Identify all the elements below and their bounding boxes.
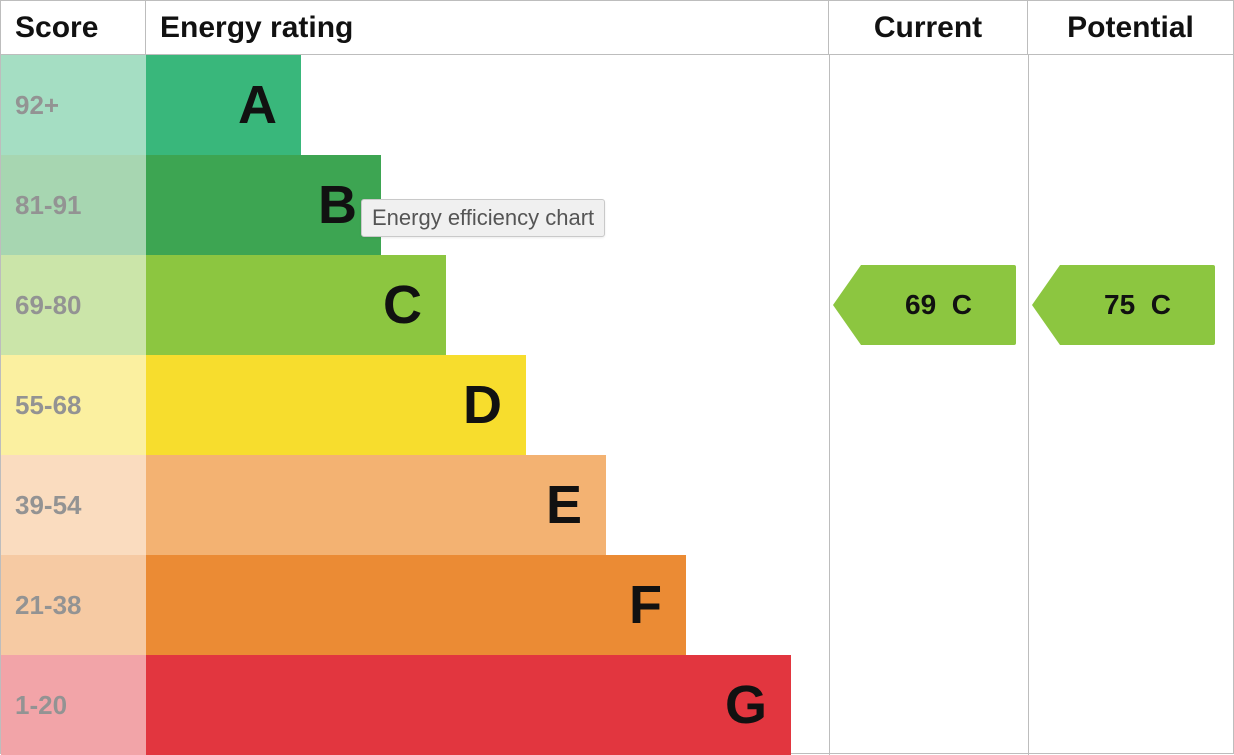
rating-bar-g: G: [146, 655, 791, 755]
rating-bar-b: B: [146, 155, 381, 255]
rating-bar-d: D: [146, 355, 526, 455]
header-rating: Energy rating: [146, 1, 829, 54]
score-label: 1-20: [1, 655, 146, 755]
potential-rating-arrow: 75 C: [1060, 265, 1215, 345]
band-row-e: 39-54E: [1, 455, 1234, 555]
chart-body: 92+A81-91B69-80C55-68D39-54E21-38F1-20G …: [1, 55, 1234, 755]
rating-bar-e: E: [146, 455, 606, 555]
rating-bar-f: F: [146, 555, 686, 655]
rating-bar-c: C: [146, 255, 446, 355]
energy-efficiency-chart: Score Energy rating Current Potential 92…: [0, 0, 1234, 754]
band-row-g: 1-20G: [1, 655, 1234, 755]
band-row-f: 21-38F: [1, 555, 1234, 655]
score-label: 39-54: [1, 455, 146, 555]
chart-header: Score Energy rating Current Potential: [1, 1, 1233, 55]
band-row-d: 55-68D: [1, 355, 1234, 455]
score-label: 55-68: [1, 355, 146, 455]
score-label: 69-80: [1, 255, 146, 355]
header-current: Current: [829, 1, 1028, 54]
rating-bar-a: A: [146, 55, 301, 155]
current-rating-arrow: 69 C: [861, 265, 1016, 345]
band-row-a: 92+A: [1, 55, 1234, 155]
energy-efficiency-tooltip: Energy efficiency chart: [361, 199, 605, 237]
band-row-b: 81-91B: [1, 155, 1234, 255]
score-label: 92+: [1, 55, 146, 155]
header-score: Score: [1, 1, 146, 54]
score-label: 21-38: [1, 555, 146, 655]
score-label: 81-91: [1, 155, 146, 255]
header-potential: Potential: [1028, 1, 1233, 54]
